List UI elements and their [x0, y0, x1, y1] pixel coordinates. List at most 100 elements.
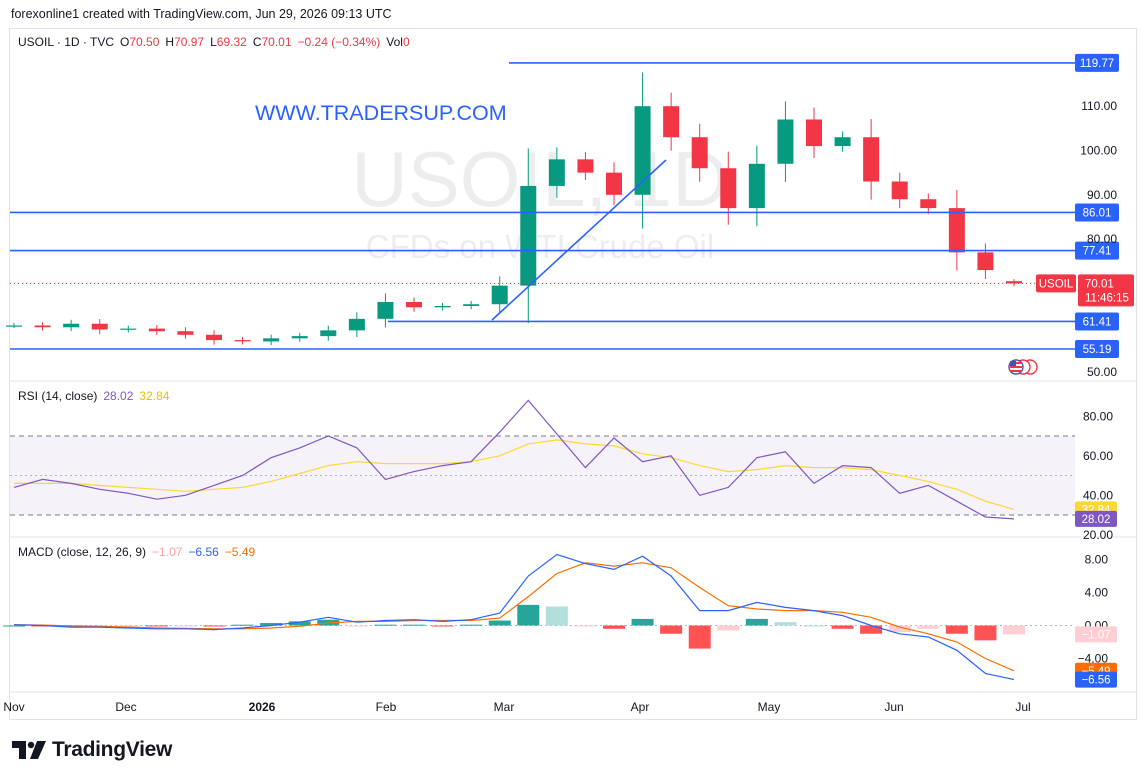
low-value: 69.32 [216, 35, 247, 49]
candle-body [806, 119, 822, 147]
tradingview-logo[interactable]: TradingView [12, 738, 172, 762]
candle-body [263, 338, 280, 342]
candle [777, 101, 794, 182]
current-symbol-bg [1036, 274, 1076, 293]
candle [577, 152, 594, 180]
current-symbol-label: USOIL [1039, 278, 1074, 290]
trendline-rising[interactable] [491, 159, 667, 321]
price-tick-label: 110.00 [1081, 99, 1117, 113]
candle-body [63, 323, 80, 328]
candle [291, 332, 308, 342]
macd-tick-label: 8.00 [1085, 553, 1109, 567]
macd-histogram-bar [460, 624, 483, 626]
macd-tick-label: −4.00 [1078, 652, 1109, 666]
symbol-name[interactable]: USOIL · 1D · TVC [18, 35, 115, 49]
macd-histogram-bar [745, 618, 768, 626]
rsi-legend-value: 28.02 [103, 389, 134, 403]
candle-body [777, 119, 794, 164]
candle [948, 189, 965, 271]
time-tick-label: Jun [884, 700, 903, 714]
tradingview-wordmark: TradingView [52, 738, 173, 761]
rsi-value-tag-label: 28.02 [1082, 514, 1111, 526]
rsi-value-tag-bg [1075, 510, 1117, 527]
rsi-legend-ma-value: 32.84 [139, 389, 170, 403]
macd-histogram-bar [3, 625, 25, 627]
candle [606, 162, 622, 206]
symbol-legend[interactable]: USOIL · 1D · TVC O70.50 H70.97 L69.32 C70.01… [18, 35, 416, 49]
chart-frame [9, 28, 1137, 720]
candle-body [891, 181, 908, 200]
price-axis[interactable]: 110.00 100.00 90.00 80.00 50.00 USOIL 70.01 11:… [1036, 99, 1134, 379]
candle [91, 319, 108, 335]
candle [34, 322, 51, 331]
flag-icons[interactable] [1008, 359, 1038, 375]
rsi-tick-label: 60.00 [1083, 449, 1113, 463]
time-tick-label: Nov [3, 700, 24, 714]
macd-histogram-bar [431, 625, 454, 627]
candle-body [177, 331, 194, 335]
promo-watermark[interactable]: WWW.TRADERSUP.COM [255, 101, 507, 125]
candle [377, 293, 394, 328]
candle [148, 324, 165, 335]
candle-body [91, 323, 108, 330]
current-price-bg [1078, 274, 1134, 307]
level-119-77: 119.77 [509, 53, 1119, 72]
watermark-description: CFDs on WTI Crude Oil [366, 228, 714, 265]
macd-histogram-bar [660, 625, 683, 634]
macd-histogram-tag-label: −1.07 [1081, 629, 1110, 641]
level-77-41: 77.41 [10, 241, 1119, 260]
macd-histogram-bar [803, 625, 825, 627]
candle-body [234, 340, 251, 342]
time-tick-label: Mar [494, 700, 515, 714]
rsi-line [13, 399, 1015, 520]
volume-label: Vol [386, 35, 403, 49]
macd-histogram-bar [403, 624, 425, 626]
level-price-tag [1075, 312, 1119, 331]
macd-legend[interactable]: MACD (close, 12, 26, 9) −1.07 −6.56 −5.49 [18, 545, 261, 559]
level-price-label: 55.19 [1083, 344, 1112, 356]
rsi-value-tag: 28.02 [1075, 510, 1117, 527]
macd-histogram-bar [917, 625, 940, 629]
level-price-label: 61.41 [1083, 316, 1112, 328]
candle [463, 300, 480, 310]
macd-histogram-bar [231, 624, 254, 626]
level-price-tag [1075, 340, 1119, 359]
candle-body [434, 305, 451, 308]
candle-body [663, 106, 680, 138]
high-label: H [165, 35, 175, 49]
candle-body [148, 328, 165, 332]
macd-histogram-bar [345, 625, 368, 627]
macd-histogram-bar [174, 625, 197, 627]
candle [177, 327, 194, 339]
candle [1006, 279, 1022, 287]
candle [548, 147, 565, 198]
macd-line [13, 553, 1015, 681]
candle-body [834, 137, 851, 147]
time-axis[interactable]: Nov Dec 2026 Feb Mar Apr May Jun Jul [3, 700, 1030, 714]
macd-histogram-bar [517, 604, 540, 626]
candle [691, 123, 708, 182]
rsi-legend-title[interactable]: RSI (14, close) [18, 389, 98, 403]
macd-legend-title[interactable]: MACD (close, 12, 26, 9) [18, 545, 147, 559]
macd-histogram-bar [603, 625, 625, 629]
candle [663, 92, 680, 151]
candle [234, 336, 251, 345]
candle [634, 72, 651, 229]
macd-legend-macd: −6.56 [188, 545, 219, 559]
candle [520, 148, 537, 324]
candle-body [120, 328, 137, 330]
candle-body [491, 285, 508, 305]
level-price-label: 86.01 [1083, 207, 1112, 219]
candle-body [206, 334, 222, 341]
candle-body [520, 185, 537, 286]
level-86-01: 86.01 [10, 203, 1119, 222]
macd-histogram-bar [203, 625, 225, 627]
horizontal-levels[interactable]: 119.77 86.01 77.41 61.41 55.19 [10, 53, 1119, 359]
candle-body [863, 137, 880, 182]
macd-histogram-bar [374, 624, 397, 626]
rsi-legend[interactable]: RSI (14, close) 28.02 32.84 [18, 389, 175, 403]
candle [206, 330, 222, 345]
time-tick-label: Jul [1015, 700, 1030, 714]
